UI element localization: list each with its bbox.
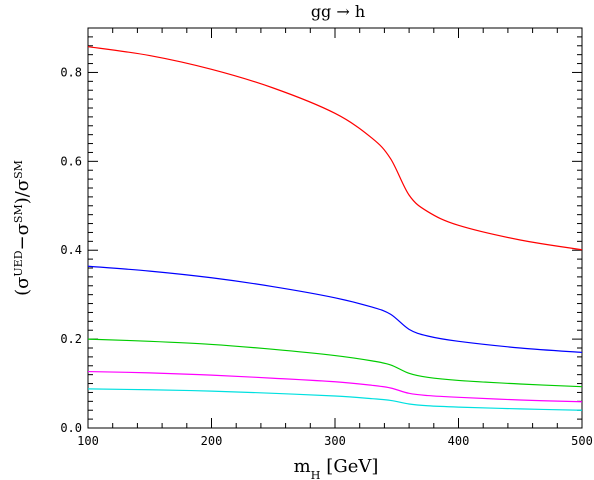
x-axis-label-main: m bbox=[294, 456, 311, 477]
x-axis-label-sub: H bbox=[311, 469, 321, 480]
axis-ticks bbox=[87, 28, 583, 429]
y-label-sup3: SM bbox=[12, 160, 25, 179]
y-axis-label: (σUED−σSM)/σSM bbox=[12, 160, 34, 296]
series-line-1 bbox=[87, 46, 583, 251]
x-tick-label: 400 bbox=[448, 434, 470, 448]
x-tick-label: 100 bbox=[77, 434, 99, 448]
plot-frame bbox=[87, 27, 583, 429]
series-line-3 bbox=[87, 338, 583, 388]
tick-labels: 100 200 300 400 500 0.0 0.2 0.4 0.6 0.8 bbox=[60, 65, 593, 448]
series-group bbox=[87, 46, 583, 411]
chart-title: gg → h bbox=[311, 2, 365, 21]
series-line-2 bbox=[87, 265, 583, 354]
x-axis-label: mH [GeV] bbox=[294, 456, 379, 480]
series-line-5 bbox=[87, 388, 583, 411]
series-line-4 bbox=[87, 370, 583, 403]
y-tick-label: 0.6 bbox=[60, 154, 82, 168]
x-axis-label-unit: [GeV] bbox=[326, 456, 378, 477]
x-tick-label: 500 bbox=[571, 434, 593, 448]
y-label-minus: −σ bbox=[12, 223, 33, 250]
y-label-open: (σ bbox=[12, 277, 33, 296]
y-label-sup1: UED bbox=[12, 250, 25, 276]
y-tick-label: 0.8 bbox=[60, 65, 82, 79]
x-tick-label: 200 bbox=[201, 434, 223, 448]
y-label-close: )/σ bbox=[12, 179, 33, 204]
y-tick-label: 0.2 bbox=[60, 332, 82, 346]
y-tick-label: 0.4 bbox=[60, 243, 82, 257]
y-tick-label: 0.0 bbox=[60, 421, 82, 435]
y-label-sup2: SM bbox=[12, 204, 25, 223]
x-tick-label: 300 bbox=[324, 434, 346, 448]
